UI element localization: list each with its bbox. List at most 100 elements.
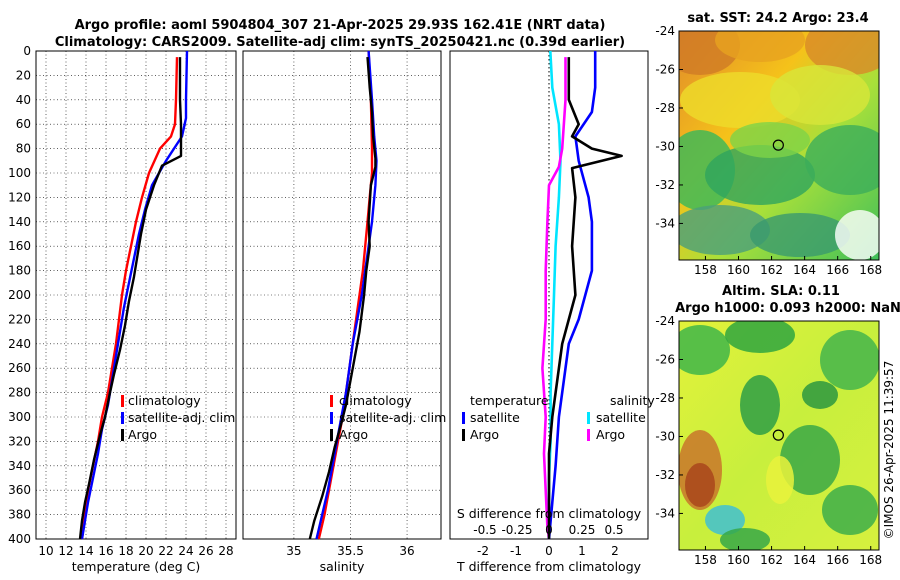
depth-tick-label: 20 [16,68,31,82]
depth-tick-label: 360 [8,483,31,497]
difference-xlabel: T difference from climatology [456,559,642,574]
series-line-s-argo [541,57,567,540]
x-tick-label: 20 [138,544,153,558]
salinity-xlabel: salinity [320,559,365,574]
depth-tick-label: 0 [23,44,31,58]
sst-patch [835,210,879,260]
legend-swatch-climatology [121,395,124,407]
map-y-tick-label: -30 [655,429,675,443]
depth-tick-label: 120 [8,190,31,204]
depth-tick-label: 320 [8,434,31,448]
sst-patch [750,213,850,257]
sla-blobs [679,321,879,550]
map-y-tick-label: -26 [655,62,675,76]
sla-patch [802,381,838,409]
s-tick-label: -0.25 [501,523,532,537]
map-y-tick-label: -34 [655,506,675,520]
depth-tick-label: 40 [16,93,31,107]
legend-label-satellite: satellite-adj. clim [128,410,235,425]
x-tick-label: 12 [58,544,73,558]
sla-patch [679,325,730,375]
map-x-tick-label: 168 [859,263,882,277]
temperature-grid [36,50,236,540]
imos-watermark: ©IMOS 26-Apr-2025 11:39:57 [882,361,896,540]
difference-series [541,50,623,540]
depth-tick-label: 400 [8,532,31,546]
x-tick-label: 26 [198,544,213,558]
difference-panel: -2 -1 0 1 2 T difference from climatology S … [449,50,655,574]
difference-legend: temperature satellite Argo salinity sate… [462,393,655,442]
salinity-legend: climatology satellite-adj. clim Argo [330,393,446,442]
sal-legend-label-argo: Argo [339,427,368,442]
map-y-tick-label: -34 [655,216,675,230]
series-line-satellite-adj-clim [315,50,378,540]
depth-tick-label: 80 [16,142,31,156]
sal-legend-swatch-climatology [330,395,333,407]
map-x-tick-label: 164 [793,553,816,567]
sla-map-title-1: Altim. SLA: 0.11 [722,284,840,299]
sla-field [679,321,879,550]
sst-map-ticks: 158 160 162 164 166 168 -24 -26 -28 -30 -32 -34 [655,24,882,277]
sla-patch [766,456,794,504]
map-x-tick-label: 166 [826,263,849,277]
temperature-series [78,50,189,540]
salinity-xticks: 35 35.5 36 [286,544,414,558]
map-y-tick-label: -28 [655,101,675,115]
s-difference-ticks: -0.5 -0.25 0 0.25 0.5 [473,523,623,537]
x-tick-label: 14 [78,544,93,558]
salinity-grid [243,50,441,540]
map-x-tick-label: 160 [727,263,750,277]
s-tick-label: 0.25 [569,523,596,537]
sal-legend-swatch-satellite [330,412,333,424]
map-y-tick-label: -24 [655,314,675,328]
map-x-tick-label: 168 [859,553,882,567]
depth-tick-label: 100 [8,166,31,180]
x-tick-label: 2 [611,544,619,558]
s-tick-label: 0 [545,523,553,537]
map-x-tick-label: 158 [694,263,717,277]
x-tick-label: 28 [218,544,233,558]
x-tick-label: -2 [477,544,489,558]
sal-legend-swatch-argo [330,429,333,441]
legend-label-s-argo: Argo [596,427,625,442]
salinity-axes-frame [242,50,442,540]
series-line-t-satellite [547,51,597,540]
difference-s-xlabel: S difference from climatology [457,506,642,521]
map-x-tick-label: 158 [694,553,717,567]
map-x-tick-label: 166 [826,553,849,567]
sla-map: Altim. SLA: 0.11 Argo h1000: 0.093 h2000… [655,284,900,567]
map-y-tick-label: -32 [655,178,675,192]
x-tick-label: 36 [399,544,414,558]
map-x-tick-label: 160 [727,553,750,567]
map-x-tick-label: 162 [760,263,783,277]
x-tick-label: 35 [286,544,301,558]
depth-tick-label: 240 [8,337,31,351]
legend-swatch-argo [121,429,124,441]
legend-label-climatology: climatology [128,393,201,408]
legend-swatch-satellite [121,412,124,424]
salinity-series [308,50,378,540]
sst-map-frame [678,30,880,261]
sst-patch [805,31,879,75]
map-y-tick-label: -24 [655,24,675,38]
map-x-tick-label: 164 [793,263,816,277]
map-y-tick-label: -32 [655,468,675,482]
sla-patch [820,330,879,390]
depth-tick-label: 180 [8,264,31,278]
temperature-panel: 0 20 40 60 80 100 120 140 160 180 200 220 240 260 280 3… [8,44,237,574]
x-tick-label: 22 [158,544,173,558]
x-tick-label: 1 [578,544,586,558]
sst-patch [679,205,770,255]
temperature-xticks: 10 12 14 16 18 20 22 24 26 28 [38,544,233,558]
series-line-t-argo [547,57,623,539]
x-tick-label: -1 [510,544,522,558]
depth-tick-label: 140 [8,215,31,229]
header-line2: Climatology: CARS2009. Satellite-adj cli… [55,35,625,50]
legend-label-t-argo: Argo [470,427,499,442]
legend-swatch-s-argo [587,429,590,441]
temperature-xlabel: temperature (deg C) [72,559,201,574]
s-tick-label: 0.5 [604,523,623,537]
temperature-legend: climatology satellite-adj. clim Argo [121,393,235,442]
legend-title-salinity: salinity [610,393,655,408]
